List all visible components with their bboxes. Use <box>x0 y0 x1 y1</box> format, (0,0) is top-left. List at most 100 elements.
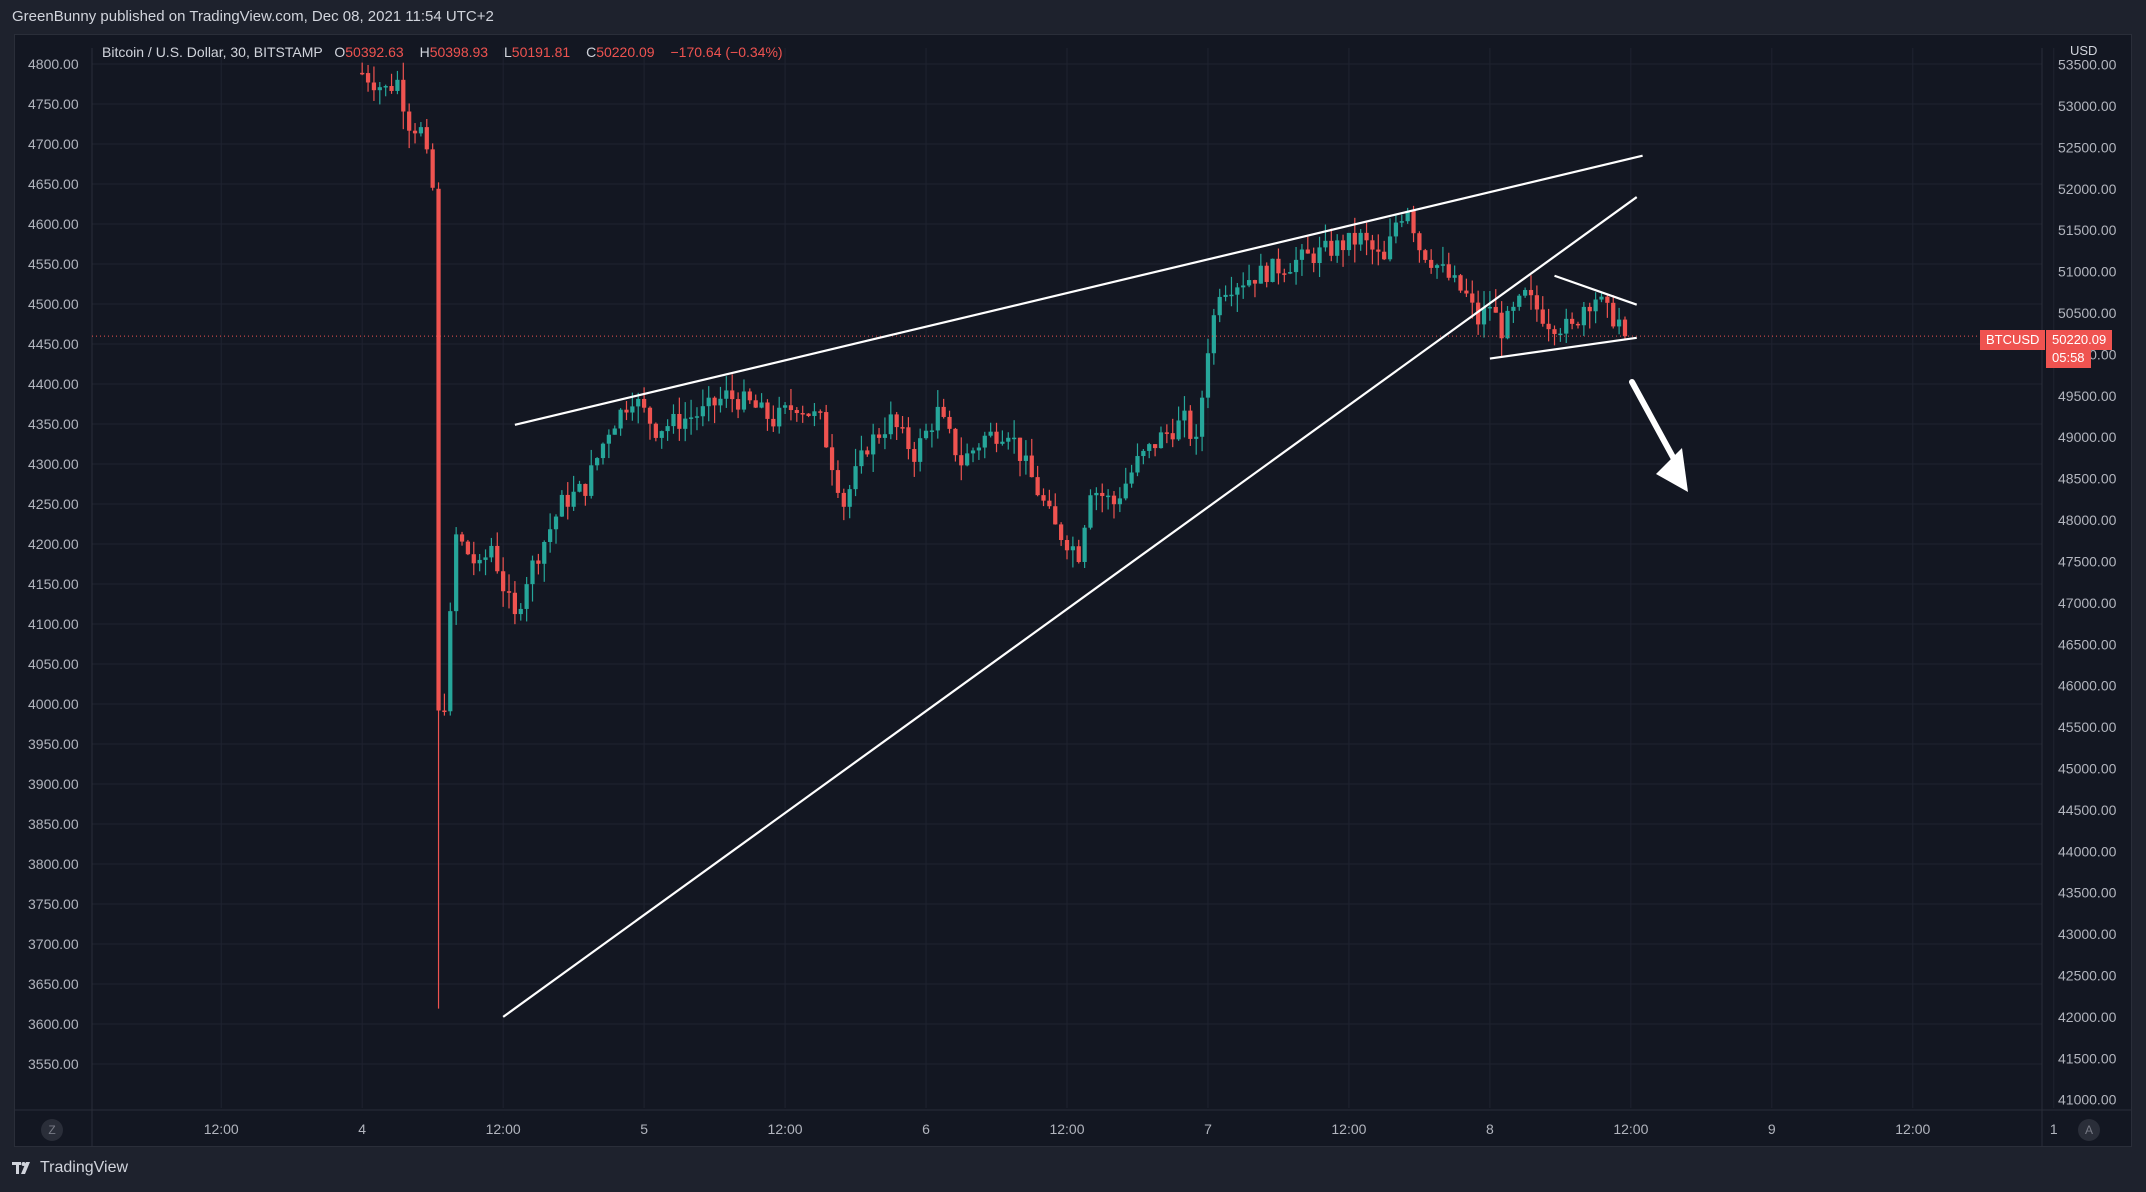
candle-body <box>407 111 412 131</box>
candle-body <box>430 149 435 188</box>
candle-body <box>1575 323 1581 326</box>
candle-body <box>600 443 606 459</box>
candle-body <box>1499 312 1504 339</box>
chart-panel[interactable] <box>14 34 2132 1147</box>
candle-body <box>565 494 570 507</box>
left-axis-tick: 4350.00 <box>28 416 79 432</box>
candle-body <box>1411 210 1416 234</box>
candle-body <box>1064 540 1070 551</box>
candle-body <box>1546 323 1551 330</box>
right-axis-tick: 50500.00 <box>2058 305 2117 321</box>
candle-body <box>1117 498 1122 505</box>
candle-body <box>1111 495 1117 505</box>
candle-body <box>1616 319 1622 327</box>
candle-body <box>1581 306 1586 326</box>
high-label: H <box>419 44 430 60</box>
candle-body <box>1329 240 1334 256</box>
candle-body <box>1094 492 1099 496</box>
candle-body <box>360 72 365 75</box>
right-axis-tick: 46000.00 <box>2058 678 2117 694</box>
candle-body <box>489 545 494 558</box>
candle-body <box>1564 318 1569 334</box>
left-price-axis: 4800.00 4750.00 4700.00 4650.00 4600.00 4550.… <box>28 56 79 1072</box>
x-axis-tick: 12:00 <box>1613 1121 1648 1137</box>
low-label: L <box>503 44 512 60</box>
right-axis-tick: 47500.00 <box>2058 553 2117 569</box>
candle-body <box>1276 258 1281 274</box>
last-price-tag: 50220.09 <box>2046 330 2113 350</box>
candle-body <box>806 413 811 417</box>
candle-body <box>595 458 600 466</box>
candle-body <box>1006 437 1011 442</box>
candle-body <box>1440 264 1446 266</box>
candle-body <box>970 450 976 454</box>
candle-body <box>1346 232 1352 251</box>
candle-body <box>471 554 476 564</box>
candle-body <box>706 397 711 407</box>
candle-body <box>495 545 500 572</box>
candle-body <box>1376 249 1381 252</box>
candle-body <box>829 447 835 471</box>
candle-body <box>683 418 688 429</box>
candle-body <box>882 434 888 438</box>
candle-body <box>871 434 876 455</box>
x-axis-tick: 9 <box>1768 1121 1776 1137</box>
candle-body <box>1593 299 1598 312</box>
close-value: 50220.09 <box>596 44 655 60</box>
low-value: 50191.81 <box>511 44 571 60</box>
grid-lines <box>14 48 2132 1147</box>
candle-body <box>1176 420 1181 440</box>
candle-body <box>1305 249 1310 254</box>
candle-body <box>900 427 905 429</box>
candle-body <box>1164 432 1169 434</box>
candle-body <box>559 494 564 517</box>
candle-body <box>459 534 465 542</box>
upper-resistance-trendline <box>514 154 1643 426</box>
candle-body <box>1528 289 1534 296</box>
candle-body <box>835 470 841 493</box>
right-axis-tick: 49000.00 <box>2058 429 2117 445</box>
auto-scale-button[interactable]: A <box>2078 1119 2100 1141</box>
candle-body <box>524 584 529 609</box>
candle-body <box>1235 287 1240 295</box>
candle-body <box>953 428 958 456</box>
candle-body <box>671 413 676 427</box>
right-axis-tick: 53500.00 <box>2058 57 2117 73</box>
tradingview-brand[interactable]: TradingView <box>12 1159 128 1177</box>
candle-body <box>1352 232 1357 245</box>
candle-body <box>865 450 870 455</box>
candle-body <box>1170 433 1175 440</box>
right-axis-tick: 41500.00 <box>2058 1050 2117 1066</box>
candle-body <box>959 455 964 466</box>
down-arrow-shaft <box>1629 379 1683 473</box>
right-axis-tick: 45500.00 <box>2058 719 2117 735</box>
candle-body <box>1540 309 1545 324</box>
right-axis-tick: 44000.00 <box>2058 843 2117 859</box>
candle-body <box>647 407 653 424</box>
high-value: 50398.93 <box>429 44 489 60</box>
candle-body <box>401 79 406 112</box>
right-axis-tick: 43000.00 <box>2058 926 2117 942</box>
right-axis-tick: 42000.00 <box>2058 1009 2117 1025</box>
candle-body <box>371 82 377 91</box>
candle-body <box>941 406 946 417</box>
x-axis-tick: 12:00 <box>204 1121 239 1137</box>
left-axis-tick: 4050.00 <box>28 656 79 672</box>
candle-body <box>1558 333 1563 336</box>
candle-body <box>612 428 617 435</box>
candle-body <box>518 608 523 615</box>
triangle-bottom-trendline <box>1489 336 1637 360</box>
symbol-legend: Bitcoin / U.S. Dollar, 30, BITSTAMP O503… <box>102 44 795 60</box>
candle-body <box>965 453 970 466</box>
candle-body <box>618 409 623 429</box>
close-label: C <box>586 44 597 60</box>
candle-body <box>641 398 647 408</box>
candle-body <box>747 391 752 401</box>
candle-body <box>906 427 911 450</box>
candle-body <box>1382 251 1387 260</box>
candle-body <box>589 465 594 496</box>
candle-body <box>1211 315 1216 354</box>
candle-body <box>477 559 482 564</box>
z-button[interactable]: Z <box>41 1119 63 1141</box>
